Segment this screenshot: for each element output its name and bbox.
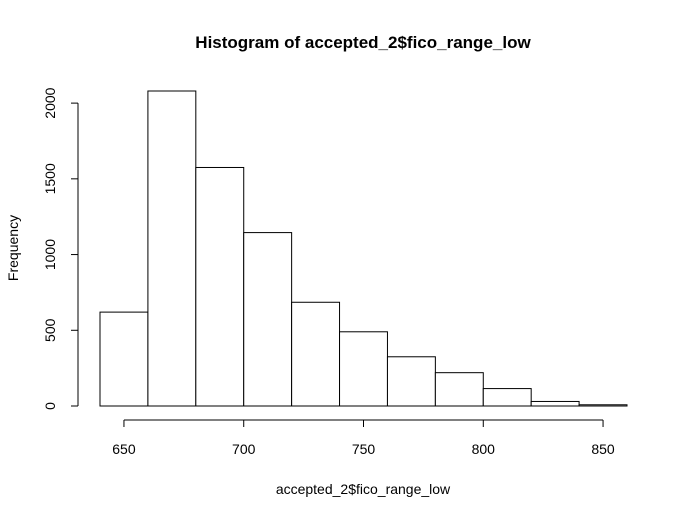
x-tick-label-750: 750 — [352, 441, 376, 457]
x-tick-label-650: 650 — [112, 441, 136, 457]
y-tick-label-1000: 1000 — [42, 239, 58, 270]
x-axis-label: accepted_2$fico_range_low — [276, 481, 451, 497]
y-tick-label-1500: 1500 — [42, 163, 58, 194]
histogram-bar-5 — [339, 331, 388, 407]
y-axis-label: Frequency — [5, 215, 21, 281]
y-tick-label-2000: 2000 — [42, 87, 58, 118]
histogram-bar-1 — [147, 90, 197, 407]
x-tick-label-700: 700 — [232, 441, 256, 457]
x-tick-label-850: 850 — [591, 441, 615, 457]
histogram-bar-4 — [291, 301, 341, 407]
histogram-bars — [99, 90, 628, 407]
y-axis: 0 500 1000 1500 2000 — [42, 87, 79, 410]
histogram-bar-0 — [99, 311, 149, 407]
histogram-bar-6 — [386, 356, 436, 407]
y-tick-label-500: 500 — [42, 318, 58, 342]
histogram-bar-3 — [243, 232, 293, 407]
histogram-bar-7 — [434, 372, 484, 407]
x-tick-label-800: 800 — [472, 441, 496, 457]
chart-title: Histogram of accepted_2$fico_range_low — [195, 33, 531, 52]
histogram-bar-10 — [578, 404, 628, 407]
histogram-bar-2 — [195, 166, 245, 407]
histogram-bar-9 — [530, 400, 580, 407]
x-axis: 650 700 750 800 850 — [112, 419, 615, 457]
y-tick-label-0: 0 — [42, 402, 58, 410]
histogram-bar-8 — [482, 388, 532, 407]
